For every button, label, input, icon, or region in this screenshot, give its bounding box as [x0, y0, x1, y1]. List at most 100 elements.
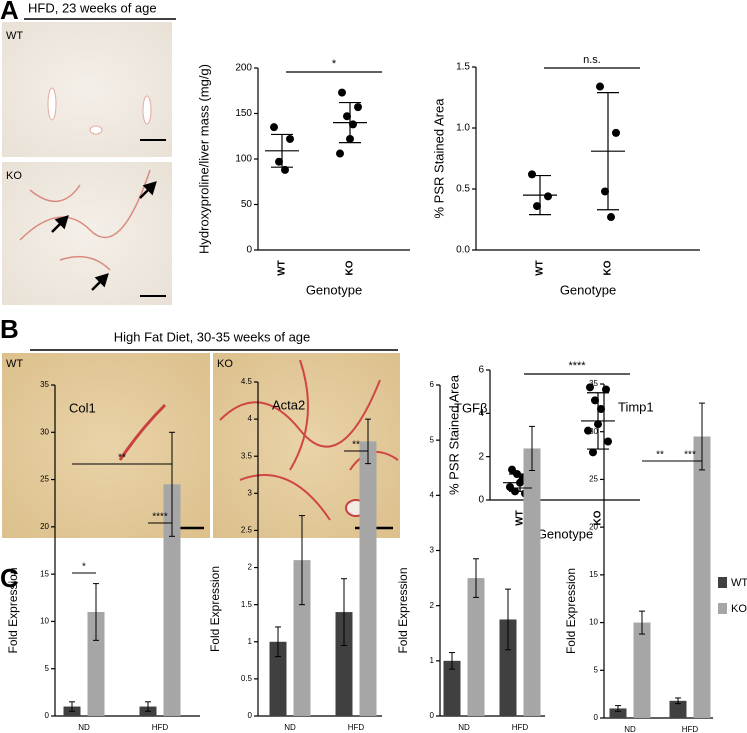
y-tick-label: 50	[241, 199, 253, 210]
y-tick-label: 15	[40, 569, 49, 578]
x-tick-label: HFD	[348, 723, 365, 732]
y-tick-label: 2	[248, 563, 253, 572]
legend-swatch	[718, 603, 727, 614]
point	[338, 88, 346, 97]
y-tick-label: 0	[45, 711, 50, 720]
panel-letter: A	[0, 0, 19, 25]
vessel	[118, 403, 167, 461]
bar	[163, 484, 181, 716]
micrograph	[2, 22, 172, 157]
y-tick-label: 5	[430, 435, 435, 444]
x-tick-label: KO	[603, 260, 614, 275]
panel-letter: B	[0, 314, 19, 344]
y-tick-label: 20	[40, 522, 49, 531]
chart-title: TGFβ	[454, 400, 487, 415]
point	[584, 426, 592, 435]
y-tick-label: 30	[40, 427, 49, 436]
bar	[523, 448, 541, 716]
y-tick-label: 2	[430, 601, 435, 610]
point	[591, 396, 599, 405]
point	[586, 383, 594, 392]
y-axis-label: Fold Expression	[208, 566, 222, 652]
point	[511, 487, 519, 496]
y-axis-label: Hydroxyproline/liver mass (mg/g)	[196, 64, 211, 254]
image-label: KO	[217, 358, 233, 370]
point	[602, 385, 610, 394]
point	[528, 170, 536, 179]
point	[601, 187, 609, 196]
sig-label: ***	[684, 450, 696, 461]
y-tick-label: 1	[430, 656, 435, 665]
bar	[443, 660, 461, 716]
point	[346, 134, 354, 143]
panel-caption: High Fat Diet, 30-35 weeks of age	[114, 329, 311, 344]
y-tick-label: 0	[248, 711, 253, 720]
bar	[269, 641, 287, 716]
y-tick-label: 1	[248, 637, 253, 646]
point	[607, 213, 615, 222]
y-tick-label: 0	[430, 711, 435, 720]
y-tick-label: 4.5	[241, 377, 253, 386]
point	[544, 192, 552, 201]
y-tick-label: 3.5	[241, 451, 253, 460]
x-tick-label: WT	[515, 510, 526, 526]
y-tick-label: 5	[594, 665, 599, 674]
bar	[669, 700, 687, 718]
bar	[335, 612, 353, 716]
point	[286, 134, 294, 143]
sig-label: **	[118, 453, 126, 464]
bar	[609, 708, 627, 718]
sig-label: ****	[152, 512, 168, 523]
point	[596, 82, 604, 91]
y-tick-label: 4	[248, 414, 253, 423]
point	[594, 420, 602, 429]
point	[589, 448, 597, 457]
x-axis-label: Genotype	[537, 526, 593, 541]
fibrosis	[219, 359, 399, 521]
x-tick-label: ND	[624, 725, 636, 733]
vessel	[47, 87, 57, 121]
y-tick-label: 15	[589, 570, 598, 579]
x-axis-label: Genotype	[306, 282, 362, 297]
y-axis-label: % PSR Stained Area	[431, 98, 446, 219]
point	[270, 123, 278, 132]
y-tick-label: 4	[478, 408, 484, 419]
y-tick-label: 0.5	[241, 674, 253, 683]
x-tick-label: ND	[78, 723, 90, 732]
y-tick-label: 25	[40, 475, 49, 484]
y-tick-label: 35	[589, 379, 598, 388]
y-tick-label: 0.0	[456, 245, 470, 256]
y-tick-label: 3	[248, 488, 253, 497]
x-tick-label: ND	[284, 723, 296, 732]
sig-label: ****	[568, 360, 586, 372]
sig-label: **	[656, 450, 664, 461]
point	[604, 437, 612, 446]
chart-title: Acta2	[272, 397, 305, 412]
point	[597, 405, 605, 413]
sig-label: **	[352, 440, 360, 451]
y-tick-label: 25	[589, 475, 598, 484]
chart-title: Col1	[69, 400, 96, 415]
x-tick-label: HFD	[682, 725, 699, 733]
y-tick-label: 150	[235, 108, 252, 119]
y-tick-label: 10	[40, 617, 49, 626]
y-axis-label: Fold Expression	[564, 568, 578, 654]
y-tick-label: 0	[478, 495, 484, 506]
y-tick-label: 10	[589, 618, 598, 627]
x-axis-label: Genotype	[560, 282, 616, 297]
y-axis-label: % PSR Stained Area	[446, 374, 461, 495]
panel-caption: HFD, 23 weeks of age	[28, 0, 157, 15]
point	[516, 478, 524, 487]
y-tick-label: 1.0	[456, 123, 470, 134]
image-label: WT	[6, 30, 23, 42]
point	[281, 165, 289, 174]
vessel	[142, 95, 152, 125]
chart-title: Timp1	[618, 399, 654, 414]
bar	[467, 578, 485, 716]
point	[275, 157, 283, 166]
y-axis-label: Fold Expression	[6, 567, 20, 653]
x-tick-label: HFD	[512, 723, 529, 732]
y-tick-label: 35	[40, 380, 49, 389]
x-tick-label: WT	[535, 260, 546, 276]
